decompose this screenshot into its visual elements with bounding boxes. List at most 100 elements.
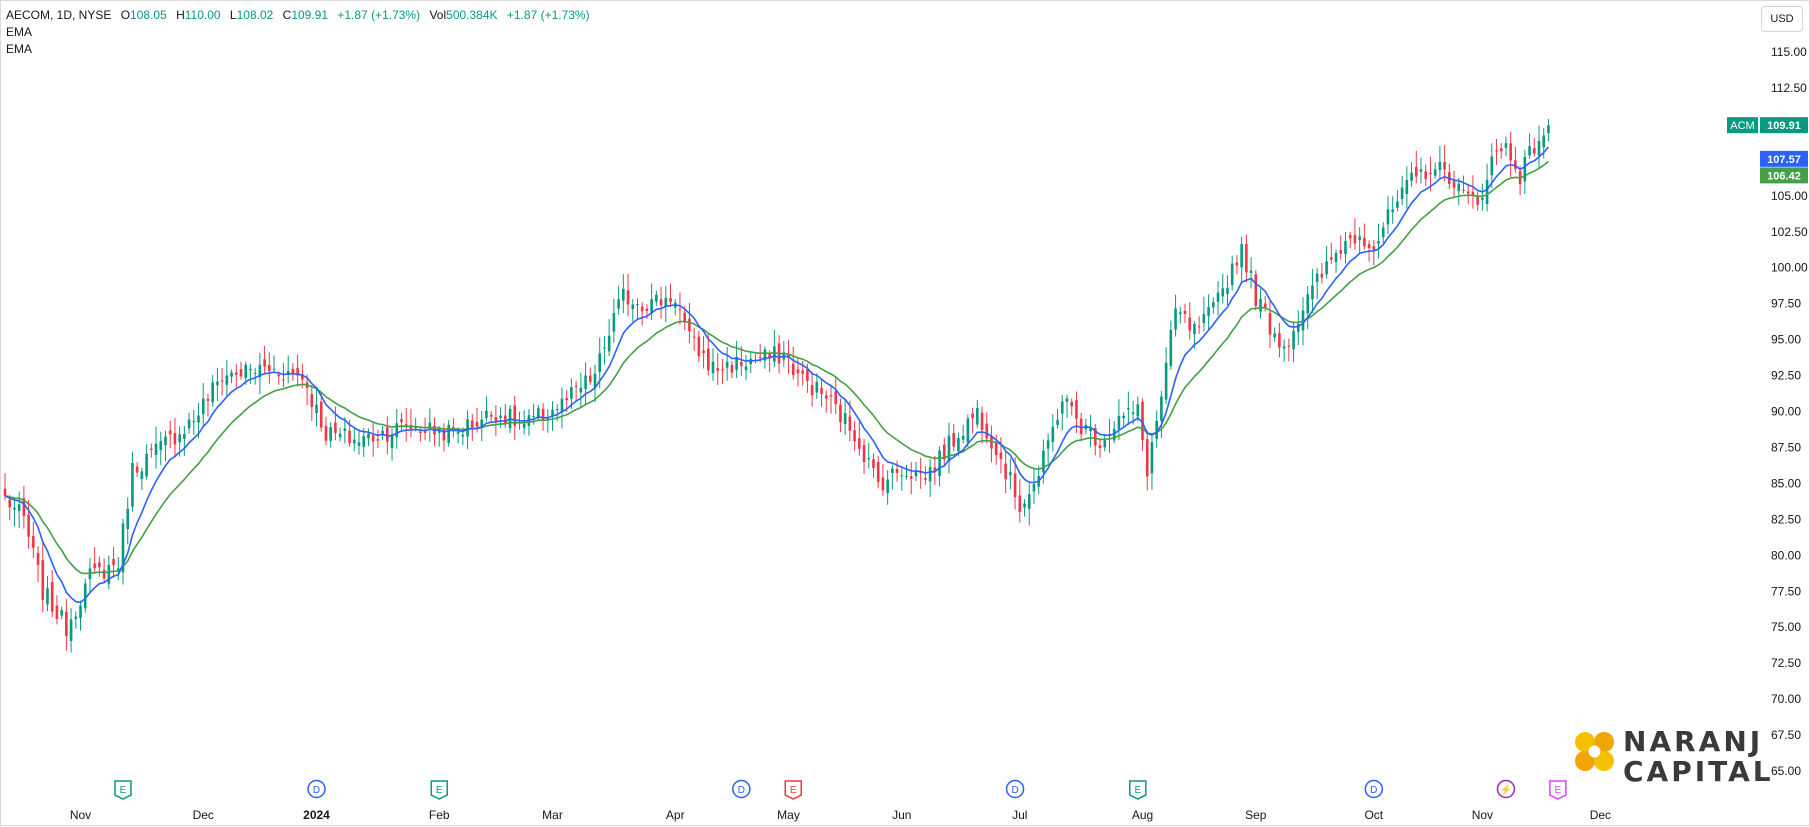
candle-body[interactable]	[1330, 257, 1333, 260]
candle-body[interactable]	[475, 421, 479, 427]
candle-body[interactable]	[570, 387, 573, 399]
candle-body[interactable]	[41, 560, 45, 600]
candle-body[interactable]	[442, 430, 446, 441]
candle-body[interactable]	[36, 552, 40, 565]
candle-body[interactable]	[461, 434, 465, 437]
candle-body[interactable]	[371, 435, 375, 442]
candle-body[interactable]	[1212, 302, 1215, 308]
candle-body[interactable]	[1433, 169, 1437, 176]
candle-body[interactable]	[603, 347, 606, 349]
candle-body[interactable]	[815, 381, 819, 393]
candle-body[interactable]	[952, 433, 956, 447]
candle-body[interactable]	[669, 297, 672, 302]
candle-body[interactable]	[22, 498, 26, 516]
candle-body[interactable]	[277, 374, 281, 377]
candle-body[interactable]	[1145, 439, 1149, 477]
candle-body[interactable]	[1230, 263, 1234, 285]
candle-body[interactable]	[1004, 463, 1007, 480]
candle-body[interactable]	[834, 391, 838, 404]
candle-body[interactable]	[862, 445, 866, 462]
candle-body[interactable]	[626, 290, 630, 305]
candle-body[interactable]	[1131, 412, 1135, 415]
candle-body[interactable]	[173, 432, 177, 445]
candle-body[interactable]	[749, 358, 753, 365]
candle-body[interactable]	[1202, 314, 1206, 323]
candle-body[interactable]	[891, 468, 894, 474]
candle-body[interactable]	[636, 303, 639, 306]
candle-body[interactable]	[116, 568, 120, 571]
candle-body[interactable]	[13, 507, 16, 510]
candle-body[interactable]	[1485, 179, 1489, 205]
candle-body[interactable]	[919, 471, 922, 474]
candle-body[interactable]	[1315, 273, 1319, 283]
candle-body[interactable]	[1254, 274, 1258, 307]
candle-body[interactable]	[1471, 191, 1475, 195]
candle-body[interactable]	[69, 619, 73, 641]
candle-body[interactable]	[876, 462, 880, 482]
candle-body[interactable]	[1523, 157, 1527, 182]
candle-body[interactable]	[1075, 400, 1078, 419]
candle-body[interactable]	[145, 453, 148, 477]
candle-body[interactable]	[730, 365, 734, 373]
candle-body[interactable]	[1051, 426, 1055, 442]
candle-body[interactable]	[499, 415, 502, 418]
candle-body[interactable]	[1207, 306, 1210, 317]
candle-body[interactable]	[1481, 197, 1484, 200]
candle-body[interactable]	[1296, 323, 1300, 332]
candle-body[interactable]	[1386, 209, 1390, 225]
candle-body[interactable]	[655, 294, 658, 302]
candle-body[interactable]	[1273, 333, 1276, 338]
candle-body[interactable]	[466, 419, 469, 437]
candle-body[interactable]	[1282, 346, 1286, 349]
candle-body[interactable]	[688, 318, 691, 332]
candle-body[interactable]	[593, 373, 597, 388]
candle-body[interactable]	[801, 370, 804, 374]
candle-body[interactable]	[678, 308, 682, 310]
candle-body[interactable]	[1339, 250, 1343, 254]
candle-body[interactable]	[692, 336, 696, 338]
candle-body[interactable]	[942, 444, 946, 460]
candle-body[interactable]	[1188, 317, 1192, 331]
candle-body[interactable]	[168, 430, 172, 435]
candle-body[interactable]	[588, 375, 592, 382]
candle-body[interactable]	[612, 313, 616, 332]
candle-body[interactable]	[758, 357, 762, 359]
candle-body[interactable]	[1013, 473, 1017, 498]
candle-body[interactable]	[8, 499, 12, 508]
candle-body[interactable]	[640, 306, 644, 312]
candle-body[interactable]	[1169, 329, 1173, 367]
candle-body[interactable]	[121, 523, 125, 573]
candle-body[interactable]	[1060, 401, 1064, 414]
candle-body[interactable]	[489, 414, 493, 417]
candle-body[interactable]	[1372, 246, 1376, 250]
candle-body[interactable]	[683, 312, 686, 323]
candle-body[interactable]	[1245, 244, 1248, 273]
candle-body[interactable]	[966, 418, 970, 443]
candle-body[interactable]	[1268, 313, 1272, 335]
candle-body[interactable]	[1117, 415, 1121, 430]
candle-body[interactable]	[1424, 171, 1428, 179]
candle-body[interactable]	[1042, 450, 1045, 473]
candle-body[interactable]	[395, 423, 399, 438]
candle-body[interactable]	[1320, 273, 1324, 278]
candle-body[interactable]	[1089, 428, 1092, 432]
candle-body[interactable]	[220, 380, 224, 382]
candle-body[interactable]	[1466, 191, 1470, 194]
price-tag[interactable]	[1760, 150, 1808, 167]
candle-body[interactable]	[537, 408, 540, 418]
candle-body[interactable]	[791, 363, 795, 376]
candle-body[interactable]	[1452, 181, 1456, 188]
candle-body[interactable]	[1141, 401, 1144, 441]
candle-body[interactable]	[428, 422, 432, 428]
candle-body[interactable]	[999, 452, 1003, 460]
candle-body[interactable]	[1150, 442, 1154, 474]
candle-body[interactable]	[796, 369, 800, 374]
candle-body[interactable]	[1353, 235, 1357, 244]
candle-body[interactable]	[622, 288, 625, 301]
candle-body[interactable]	[324, 426, 328, 441]
candle-body[interactable]	[1259, 299, 1262, 312]
candle-body[interactable]	[150, 448, 153, 450]
candle-body[interactable]	[994, 442, 998, 456]
ema-indicator-label-1[interactable]: EMA	[6, 25, 33, 39]
